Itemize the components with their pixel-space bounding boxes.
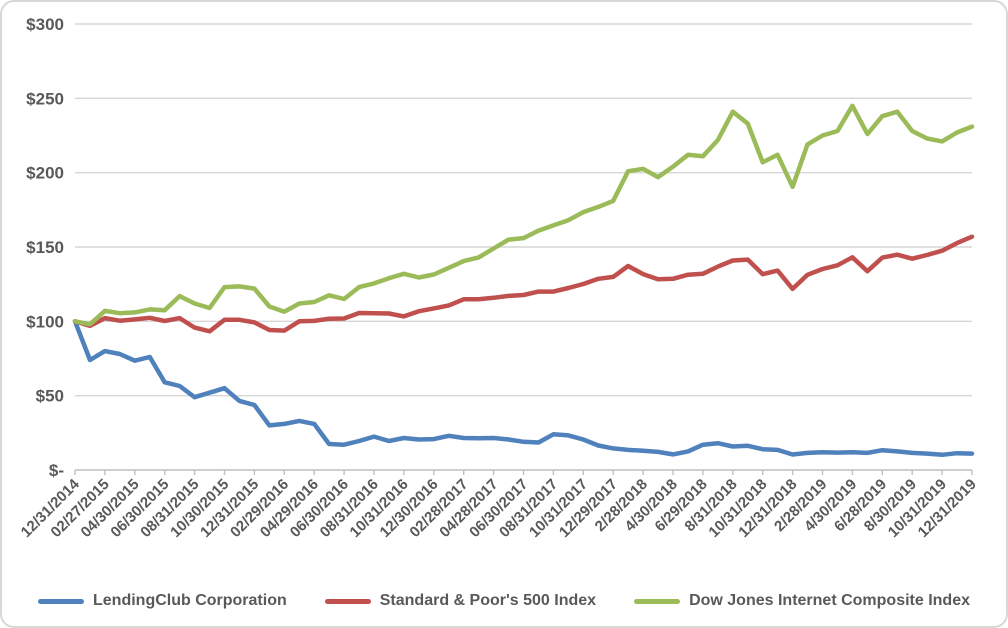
sp500-line-swatch [324, 598, 371, 604]
y-axis-label: $200 [26, 164, 64, 183]
chart-legend: LendingClub Corporation Standard & Poor'… [2, 592, 1006, 610]
y-axis-label: $- [49, 461, 64, 480]
y-axis-label: $250 [26, 89, 64, 108]
y-axis-label: $300 [26, 15, 64, 34]
y-axis-label: $50 [36, 387, 64, 406]
legend-item-lendingclub: LendingClub Corporation [38, 592, 287, 610]
series-line-standard-poor-s-500-index [72, 234, 975, 334]
y-axis-label: $150 [26, 238, 64, 257]
legend-label-sp500: Standard & Poor's 500 Index [379, 592, 597, 609]
legend-item-sp500: Standard & Poor's 500 Index [324, 592, 597, 610]
legend-item-dowjones-internet: Dow Jones Internet Composite Index [634, 592, 970, 610]
legend-label-lendingclub: LendingClub Corporation [93, 592, 287, 609]
legend-label-dowjones-internet: Dow Jones Internet Composite Index [689, 592, 970, 609]
y-axis-label: $100 [26, 312, 64, 331]
series-line-dow-jones-internet-composite-index [72, 103, 975, 327]
lendingclub-line-swatch [38, 598, 84, 604]
dowjones-internet-line-swatch [634, 598, 681, 604]
series-line-lendingclub-corporation [72, 319, 975, 458]
